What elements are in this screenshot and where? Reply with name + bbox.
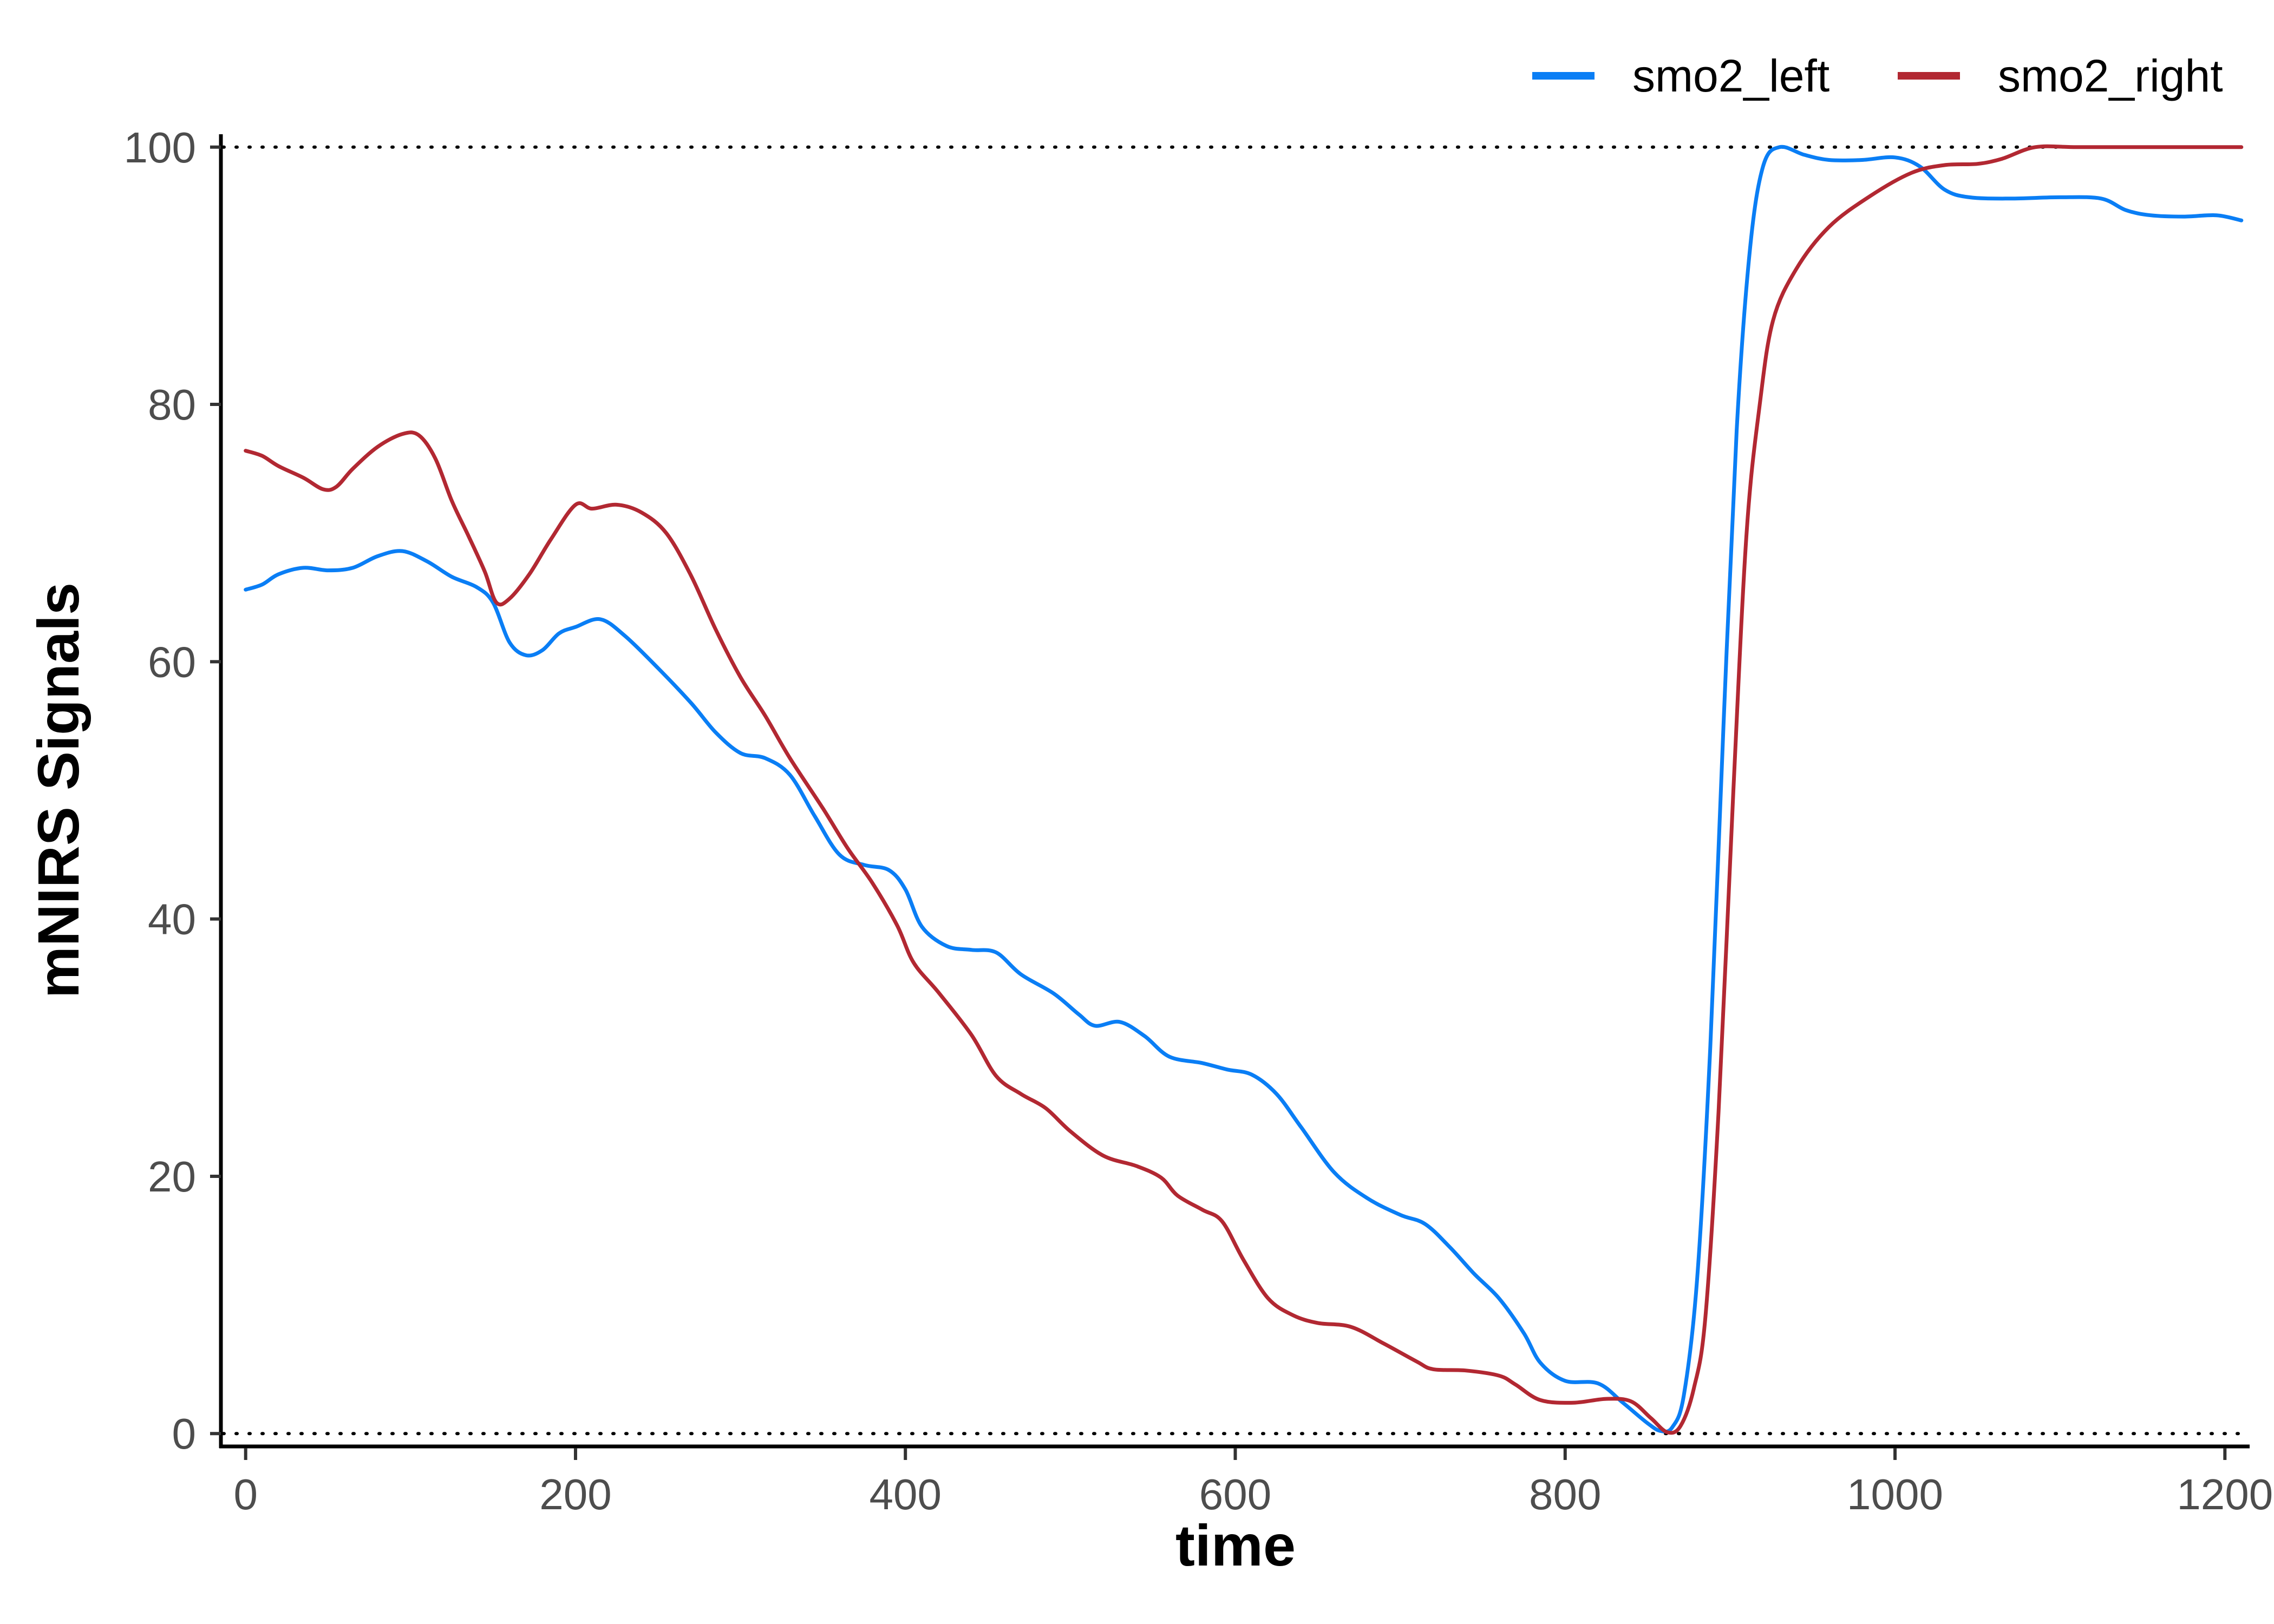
y-axis-title: mNIRS Signals <box>25 582 91 998</box>
y-tick-label-100: 100 <box>124 123 196 172</box>
y-tick-label-20: 20 <box>148 1152 196 1201</box>
x-axis-title: time <box>1175 1512 1296 1578</box>
x-tick-label-600: 600 <box>1199 1470 1271 1518</box>
y-tick-label-60: 60 <box>148 638 196 686</box>
x-tick-label-1200: 1200 <box>2177 1470 2273 1518</box>
y-tick-label-80: 80 <box>148 381 196 429</box>
y-tick-label-40: 40 <box>148 895 196 944</box>
y-axis-ticks: 0 20 40 60 80 100 <box>124 123 221 1458</box>
reference-lines <box>221 145 2251 1436</box>
legend-label-smo2_right: smo2_right <box>1998 50 2223 101</box>
x-tick-label-1000: 1000 <box>1847 1470 1943 1518</box>
legend-label-smo2_left: smo2_left <box>1632 50 1829 101</box>
series-line-smo2_right <box>244 144 2244 1435</box>
legend: smo2_left smo2_right <box>1532 50 2223 101</box>
x-axis-ticks: 0 200 400 600 800 1000 1200 <box>233 1448 2273 1518</box>
series-line-smo2_left <box>244 145 2244 1434</box>
x-tick-label-0: 0 <box>233 1470 258 1518</box>
series-lines <box>244 144 2244 1435</box>
x-tick-label-200: 200 <box>539 1470 611 1518</box>
x-tick-label-800: 800 <box>1529 1470 1601 1518</box>
y-tick-label-0: 0 <box>172 1410 197 1458</box>
x-tick-label-400: 400 <box>869 1470 941 1518</box>
